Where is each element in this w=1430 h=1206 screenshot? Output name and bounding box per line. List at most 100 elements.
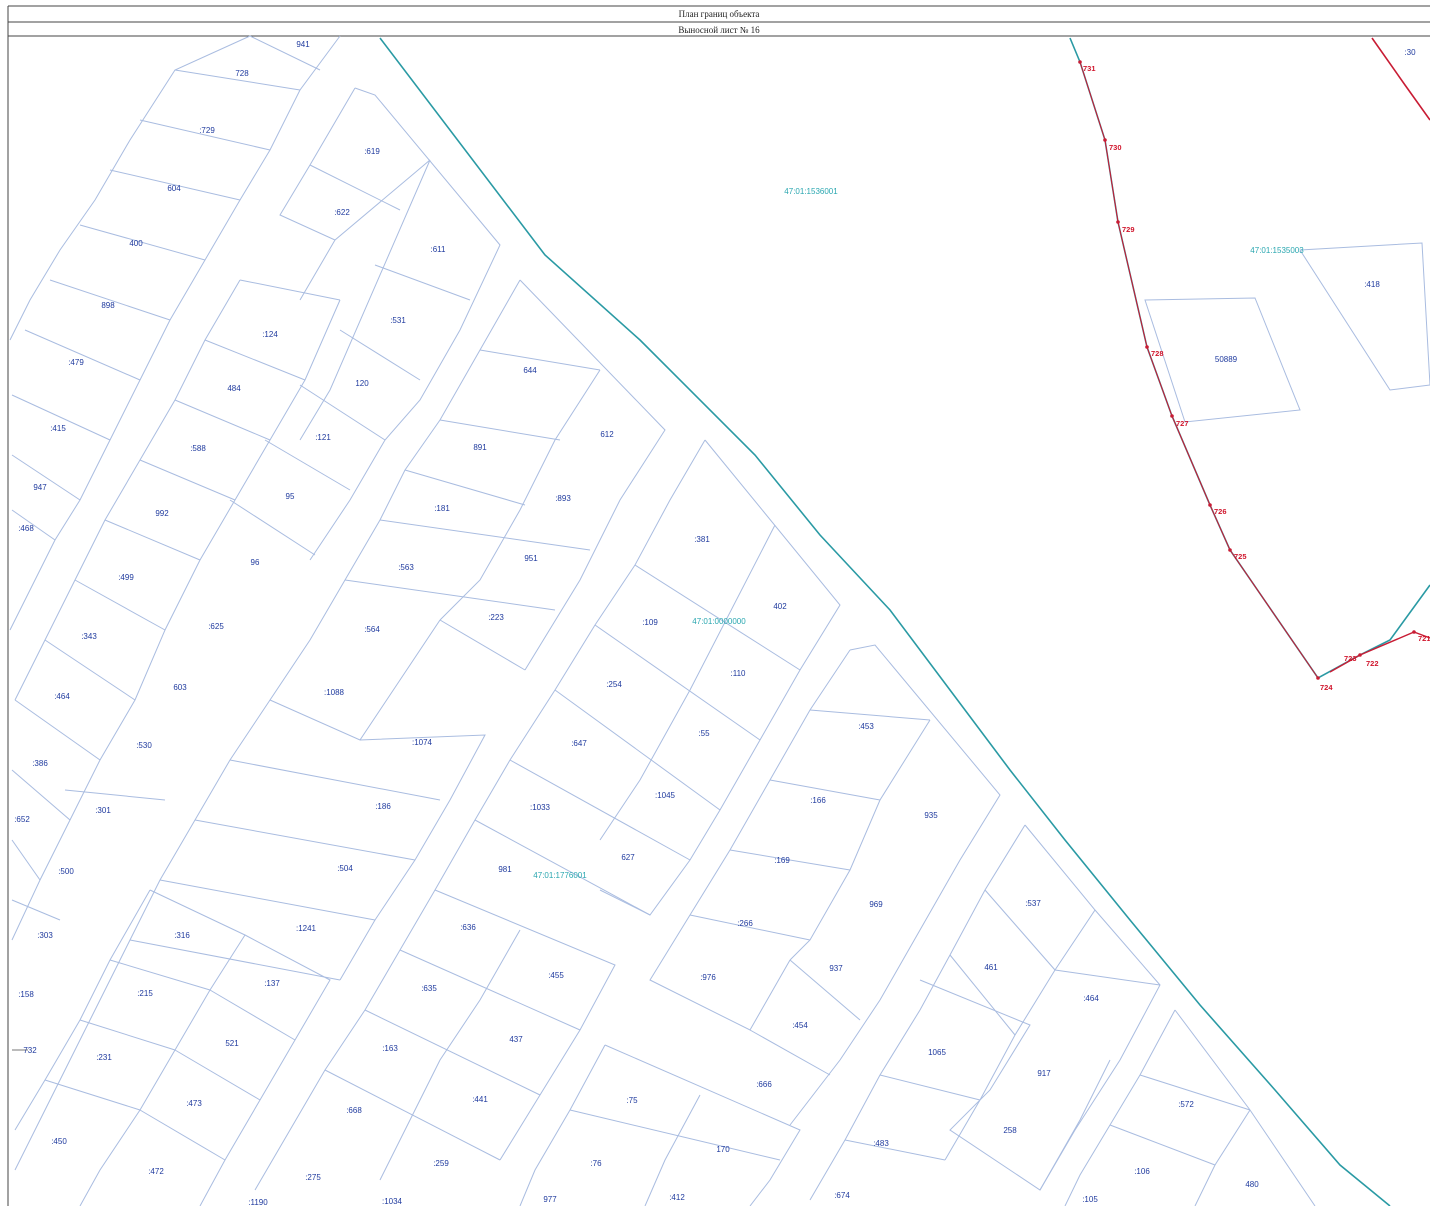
parcel-label[interactable]: 480: [1245, 1180, 1259, 1189]
parcel-label[interactable]: :75: [626, 1096, 638, 1105]
cadastral-block-label[interactable]: 47:01:0000000: [692, 617, 746, 626]
parcel-label[interactable]: :635: [421, 984, 437, 993]
parcel-label[interactable]: 521: [225, 1039, 239, 1048]
parcel-label[interactable]: :415: [50, 424, 66, 433]
boundary-point-label[interactable]: 724: [1320, 683, 1333, 692]
parcel-label[interactable]: :1088: [324, 688, 345, 697]
parcel-label[interactable]: 941: [296, 40, 310, 49]
parcel-label[interactable]: :504: [337, 864, 353, 873]
parcel-label[interactable]: :254: [606, 680, 622, 689]
parcel-label[interactable]: :418: [1364, 280, 1380, 289]
parcel-label[interactable]: 437: [509, 1035, 523, 1044]
parcel-label[interactable]: :1241: [296, 924, 317, 933]
parcel-label[interactable]: :453: [858, 722, 874, 731]
parcel-label[interactable]: :564: [364, 625, 380, 634]
parcel-label[interactable]: :893: [555, 494, 571, 503]
parcel-label[interactable]: :158: [18, 990, 34, 999]
parcel-label[interactable]: :622: [334, 208, 350, 217]
parcel-label[interactable]: :464: [54, 692, 70, 701]
parcel-label[interactable]: :223: [488, 613, 504, 622]
parcel-label[interactable]: :166: [810, 796, 826, 805]
parcel-label[interactable]: :450: [51, 1137, 67, 1146]
parcel-label[interactable]: :483: [873, 1139, 889, 1148]
parcel-label[interactable]: :636: [460, 923, 476, 932]
parcel-label[interactable]: :412: [669, 1193, 685, 1202]
cadastral-block-label[interactable]: 47:01:1535003: [1250, 246, 1304, 255]
boundary-point-label[interactable]: 732: [23, 1046, 37, 1055]
cadastral-block-label[interactable]: 47:01:1536001: [784, 187, 838, 196]
parcel-label[interactable]: 898: [101, 301, 115, 310]
parcel-label[interactable]: :611: [431, 245, 447, 254]
parcel-label[interactable]: :464: [1083, 994, 1099, 1003]
parcel-label[interactable]: :1074: [412, 738, 433, 747]
parcel-label[interactable]: :215: [137, 989, 153, 998]
parcel-label[interactable]: :1033: [530, 803, 551, 812]
parcel-label[interactable]: :441: [472, 1095, 488, 1104]
parcel-label[interactable]: :1190: [248, 1198, 268, 1206]
parcel-label[interactable]: :109: [642, 618, 658, 627]
parcel-label[interactable]: 258: [1003, 1126, 1017, 1135]
parcel-label[interactable]: :647: [571, 739, 587, 748]
parcel-label[interactable]: :454: [792, 1021, 808, 1030]
parcel-label[interactable]: 969: [869, 900, 883, 909]
parcel-label[interactable]: :537: [1025, 899, 1041, 908]
boundary-point-label[interactable]: 726: [1214, 507, 1227, 516]
parcel-label[interactable]: 612: [600, 430, 614, 439]
parcel-label[interactable]: :588: [190, 444, 206, 453]
parcel-label[interactable]: :169: [774, 856, 790, 865]
parcel-label[interactable]: :121: [315, 433, 331, 442]
parcel-label[interactable]: 977: [543, 1195, 557, 1204]
boundary-point-label[interactable]: 725: [1234, 552, 1247, 561]
cadastral-block-label[interactable]: 47:01:1776001: [533, 871, 587, 880]
parcel-label[interactable]: 935: [924, 811, 938, 820]
parcel-label[interactable]: :668: [346, 1106, 362, 1115]
parcel-label[interactable]: 937: [829, 964, 843, 973]
parcel-label[interactable]: 96: [251, 558, 260, 567]
parcel-label[interactable]: :266: [737, 919, 753, 928]
parcel-label[interactable]: 981: [498, 865, 512, 874]
parcel-label[interactable]: 992: [155, 509, 169, 518]
parcel-label[interactable]: :106: [1134, 1167, 1150, 1176]
parcel-label[interactable]: :381: [694, 535, 710, 544]
parcel-label[interactable]: :531: [390, 316, 406, 325]
parcel-label[interactable]: :468: [18, 524, 34, 533]
parcel-label[interactable]: :303: [37, 931, 53, 940]
parcel-label[interactable]: 120: [355, 379, 369, 388]
parcel-label[interactable]: 461: [984, 963, 998, 972]
boundary-point-label[interactable]: 731: [1083, 64, 1096, 73]
parcel-label[interactable]: :572: [1178, 1100, 1194, 1109]
parcel-label[interactable]: 402: [773, 602, 787, 611]
parcel-label[interactable]: 947: [33, 483, 47, 492]
boundary-point-label[interactable]: 729: [1122, 225, 1135, 234]
parcel-label[interactable]: :137: [264, 979, 280, 988]
parcel-label[interactable]: :563: [398, 563, 414, 572]
parcel-label[interactable]: :455: [548, 971, 564, 980]
parcel-label[interactable]: :316: [174, 931, 190, 940]
parcel-label[interactable]: :1034: [382, 1197, 403, 1206]
parcel-label[interactable]: 1065: [928, 1048, 946, 1057]
parcel-label[interactable]: :163: [382, 1044, 398, 1053]
parcel-label[interactable]: :301: [95, 806, 111, 815]
parcel-label[interactable]: :472: [148, 1167, 164, 1176]
parcel-label[interactable]: :124: [262, 330, 278, 339]
boundary-point-label[interactable]: 728: [1151, 349, 1164, 358]
parcel-label[interactable]: :1045: [655, 791, 676, 800]
parcel-label[interactable]: :479: [68, 358, 84, 367]
boundary-point-label[interactable]: 723: [1344, 654, 1357, 663]
parcel-label[interactable]: :110: [731, 669, 747, 678]
parcel-label[interactable]: :652: [14, 815, 30, 824]
parcel-label[interactable]: 170: [716, 1145, 730, 1154]
parcel-label[interactable]: 95: [286, 492, 295, 501]
boundary-point-label[interactable]: 730: [1109, 143, 1122, 152]
parcel-label[interactable]: :343: [81, 632, 97, 641]
parcel-label[interactable]: :259: [433, 1159, 449, 1168]
parcel-label[interactable]: :30: [1404, 48, 1416, 57]
parcel-label[interactable]: 728: [235, 69, 249, 78]
parcel-label[interactable]: :105: [1082, 1195, 1098, 1204]
boundary-point-label[interactable]: 722: [1366, 659, 1379, 668]
parcel-label[interactable]: :386: [32, 759, 48, 768]
boundary-point-label[interactable]: 721: [1418, 634, 1430, 643]
parcel-label[interactable]: 50889: [1215, 355, 1238, 364]
boundary-point-label[interactable]: 727: [1176, 419, 1189, 428]
